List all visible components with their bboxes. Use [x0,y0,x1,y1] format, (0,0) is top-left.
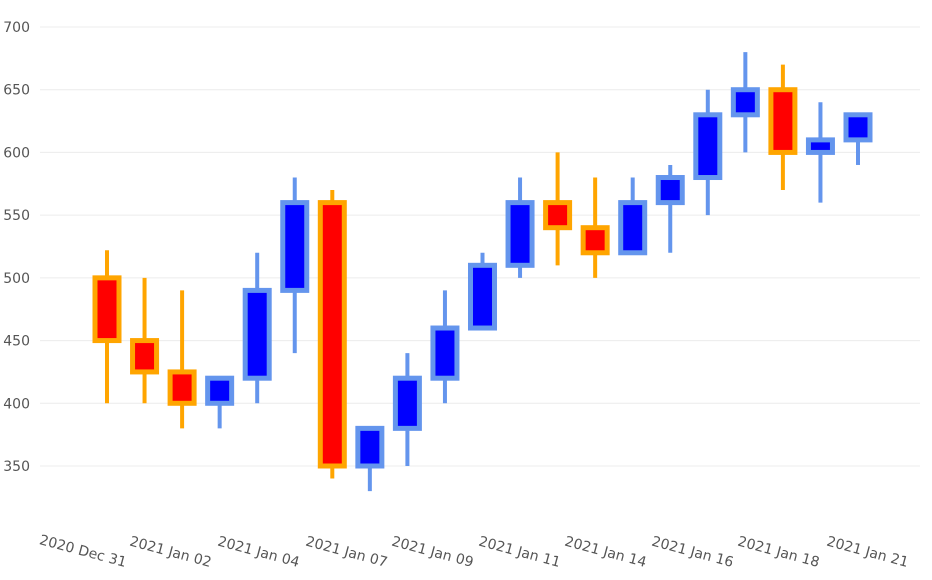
candle-body [430,325,460,381]
candle-body [505,200,535,268]
candle-body [392,375,422,431]
candle [392,353,422,466]
candle [430,290,460,404]
candle [805,102,835,203]
candle-body [92,275,122,344]
y-tick-label: 600 [3,145,30,161]
candle-body [693,112,723,181]
candle-body [468,262,497,331]
candle [843,112,873,165]
candle-body [167,369,197,406]
y-tick-label: 700 [3,20,30,36]
candle-body [317,200,347,469]
y-tick-label: 650 [3,83,30,99]
candle [280,177,310,354]
candle [167,290,197,429]
x-tick-label: 2021 Jan 07 [304,534,389,571]
x-tick-label: 2021 Jan 11 [477,534,562,571]
candle-body [618,200,648,256]
candle [468,252,497,331]
candle-body [655,175,685,206]
x-tick-label: 2020 Dec 31 [38,532,129,571]
y-tick-label: 350 [3,459,30,475]
y-tick-label: 500 [3,271,30,287]
candle-body [130,338,160,375]
candle [205,375,235,429]
candle-body [543,200,573,231]
y-axis-ticks: 350 400 450 500 550 600 650 700 [3,20,30,475]
candle-body [805,137,835,155]
candle-body [843,112,873,143]
candle-body [205,375,235,406]
candle [693,89,723,216]
candle [730,52,760,153]
candle-body [242,287,272,381]
candle [317,190,347,479]
y-tick-label: 400 [3,396,30,412]
candle-body [768,87,798,155]
candle [355,425,385,492]
x-tick-label: 2021 Jan 21 [825,534,910,571]
candles [92,52,873,492]
x-tick-label: 2021 Jan 14 [563,534,648,571]
y-tick-label: 550 [3,208,30,224]
candle [768,64,798,191]
x-tick-label: 2021 Jan 18 [736,534,821,571]
candle [655,164,685,253]
candle [130,277,160,404]
candle [505,177,535,278]
candle [580,177,610,278]
candle [92,250,122,404]
candle [618,177,648,256]
x-tick-label: 2021 Jan 09 [390,534,475,571]
x-tick-label: 2021 Jan 16 [650,534,735,571]
x-tick-label: 2021 Jan 04 [216,534,301,571]
candle [242,252,272,404]
candle-body [580,225,610,256]
y-tick-label: 450 [3,334,30,350]
candle-body [730,87,760,118]
x-tick-label: 2021 Jan 02 [128,534,213,571]
candle [543,152,573,266]
candle-body [355,425,385,469]
candle-body [280,200,310,293]
x-axis-ticks: 2020 Dec 31 2021 Jan 02 2021 Jan 04 2021 Ja… [38,532,911,571]
